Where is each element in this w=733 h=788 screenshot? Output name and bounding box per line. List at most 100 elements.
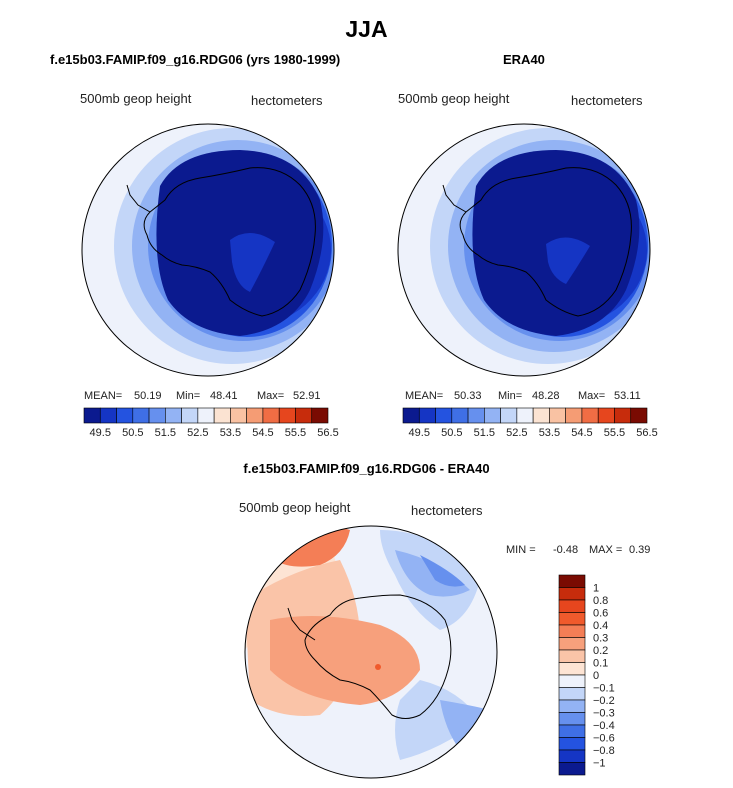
panel-1-colorbar-cell-4 [148, 407, 166, 424]
panel-3-colorbar-cell-3 [558, 612, 586, 626]
panel-2-colorbar-cell-13 [614, 407, 632, 424]
panel-2-colorbar-cell-12 [597, 407, 615, 424]
panel-1-map-border [81, 123, 335, 377]
panel-1-mean-value: 50.19 [134, 390, 162, 402]
panel-1-colorbar-cell-2 [116, 407, 134, 424]
panel-1-map [81, 123, 335, 377]
panel-1-min-label: Min= [176, 390, 201, 402]
panel-3-region-warm-peak [375, 664, 381, 670]
panel-1-anomaly-lobe [230, 232, 275, 292]
panel-3-colorbar-cell-4 [558, 624, 586, 638]
panel-3-title: f.e15b03.FAMIP.f09_g16.RDG06 - ERA40 [243, 461, 490, 476]
panel-2-colorbar-cell-4 [467, 407, 485, 424]
panel-1-colorbar-cell-13 [295, 407, 313, 424]
panel-1-colorbar-cell-1 [99, 407, 117, 424]
panel-3-colorbar-cell-2 [558, 599, 586, 613]
panel-3-colorbar-cell-9 [558, 687, 586, 701]
panel-3-colorbar-cell-15 [558, 762, 586, 776]
panel-2-map [397, 123, 651, 377]
panel-3-colorbar-tick-label: −1 [593, 758, 606, 770]
panel-2-colorbar-cell-1 [418, 407, 436, 424]
panel-2-max-label: Max= [578, 390, 606, 402]
panel-2-units-label: hectometers [571, 93, 643, 108]
panel-1-colorbar-cell-3 [132, 407, 150, 424]
panel-1-variable-label: 500mb geop height [80, 91, 192, 106]
panel-3-map-border [244, 525, 498, 779]
panel-1-colorbar-cell-14 [311, 407, 329, 424]
panel-3-region-cool-4 [395, 680, 480, 760]
panel-3-colorbar: 10.80.60.40.30.20.10−0.1−0.2−0.3−0.4−0.6… [558, 574, 615, 776]
panel-2-peninsula-outline [442, 184, 467, 213]
panel-3-variable-label: 500mb geop height [239, 500, 351, 515]
panel-2-anomaly-lobe [546, 237, 590, 284]
panel-3-colorbar-tick-label: −0.8 [593, 745, 615, 757]
panel-3-colorbar-cell-11 [558, 712, 586, 726]
panel-1-colorbar-tick-label: 55.5 [285, 427, 306, 439]
panel-3-region-cool-3 [420, 555, 465, 587]
panel-1-colorbar-cell-5 [165, 407, 182, 424]
panel-1-colorbar-cell-9 [230, 407, 247, 424]
panel-1-antarctica-outline [143, 167, 316, 317]
panel-3-region-warm-3 [270, 616, 420, 705]
panel-1-max-label: Max= [257, 390, 285, 402]
panel-3-colorbar-cell-5 [558, 637, 586, 651]
panel-3-colorbar-cell-14 [558, 749, 586, 763]
panel-3-colorbar-cell-0 [558, 574, 586, 588]
panel-2-colorbar-tick-label: 55.5 [604, 427, 625, 439]
panel-1-colorbar-tick-label: 49.5 [90, 427, 111, 439]
panel-1-colorbar-tick-label: 52.5 [187, 427, 208, 439]
panel-1-mean-label: MEAN= [84, 390, 123, 402]
panel-2-colorbar-cell-6 [500, 407, 518, 424]
panel-2-colorbar-cell-10 [565, 407, 583, 424]
panel-3-colorbar-tick-label: 0 [593, 670, 599, 682]
panel-2-colorbar-cell-14 [630, 407, 648, 424]
panel-1-colorbar: 49.5 50.5 51.5 52.5 53.5 54.5 55.5 56.5 [83, 407, 339, 439]
panel-1-colorbar-tick-label: 54.5 [252, 427, 273, 439]
panel-1-colorbar-tick-label: 56.5 [317, 427, 338, 439]
panel-2-variable-label: 500mb geop height [398, 91, 510, 106]
panel-2-colorbar: 49.5 50.5 51.5 52.5 53.5 54.5 55.5 56.5 [402, 407, 658, 439]
panel-2-mean-label: MEAN= [405, 390, 444, 402]
panel-3-colorbar-cell-1 [558, 587, 586, 601]
panel-3-min-value: -0.48 [553, 544, 579, 556]
panel-1-units-label: hectometers [251, 93, 323, 108]
panel-3-antarctica-outline [304, 594, 452, 719]
panel-3-colorbar-tick-label: −0.1 [593, 683, 615, 695]
panel-3-min-label: MIN = [506, 544, 536, 556]
panel-2-colorbar-tick-label: 56.5 [636, 427, 657, 439]
panel-1-colorbar-tick-label: 50.5 [122, 427, 143, 439]
panel-3-colorbar-tick-label: 0.3 [593, 633, 608, 645]
panel-2-colorbar-tick-label: 52.5 [506, 427, 527, 439]
panel-2-colorbar-cell-2 [435, 407, 453, 424]
panel-2-colorbar-tick-label: 54.5 [571, 427, 592, 439]
panel-2-title: ERA40 [503, 52, 545, 67]
panel-2-colorbar-tick-label: 49.5 [409, 427, 430, 439]
panel-2-colorbar-tick-label: 53.5 [539, 427, 560, 439]
panel-3-colorbar-tick-label: −0.6 [593, 733, 615, 745]
panel-3-colorbar-tick-label: 1 [593, 583, 599, 595]
panel-2-colorbar-cell-5 [484, 407, 501, 424]
panel-1-max-value: 52.91 [293, 390, 321, 402]
panel-2-max-value: 53.11 [614, 390, 641, 402]
panel-1-title: f.e15b03.FAMIP.f09_g16.RDG06 (yrs 1980-1… [50, 52, 341, 67]
panel-2-colorbar-tick-label: 50.5 [441, 427, 462, 439]
panel-1-colorbar-cell-7 [197, 407, 215, 424]
panel-3-colorbar-cell-13 [558, 737, 586, 751]
panel-2-colorbar-tick-label: 51.5 [474, 427, 495, 439]
panel-2-min-value: 48.28 [532, 390, 560, 402]
panel-3-colorbar-cell-10 [558, 699, 586, 713]
panel-3-max-value: 0.39 [629, 544, 651, 556]
panel-3-colorbar-tick-label: 0.2 [593, 645, 608, 657]
panel-3-colorbar-cell-12 [558, 724, 586, 738]
panel-1-colorbar-tick-label: 51.5 [155, 427, 176, 439]
panel-3-colorbar-tick-label: 0.6 [593, 608, 608, 620]
panel-2-min-label: Min= [498, 390, 523, 402]
panel-2-map-border [397, 123, 651, 377]
panel-3-colorbar-cell-6 [558, 649, 586, 663]
panel-3-map [244, 525, 498, 779]
panel-2-mean-value: 50.33 [454, 390, 482, 402]
panel-3-colorbar-cell-7 [558, 662, 586, 676]
panel-2-antarctica-outline [459, 167, 632, 317]
panel-3-peninsula-outline [287, 607, 316, 641]
